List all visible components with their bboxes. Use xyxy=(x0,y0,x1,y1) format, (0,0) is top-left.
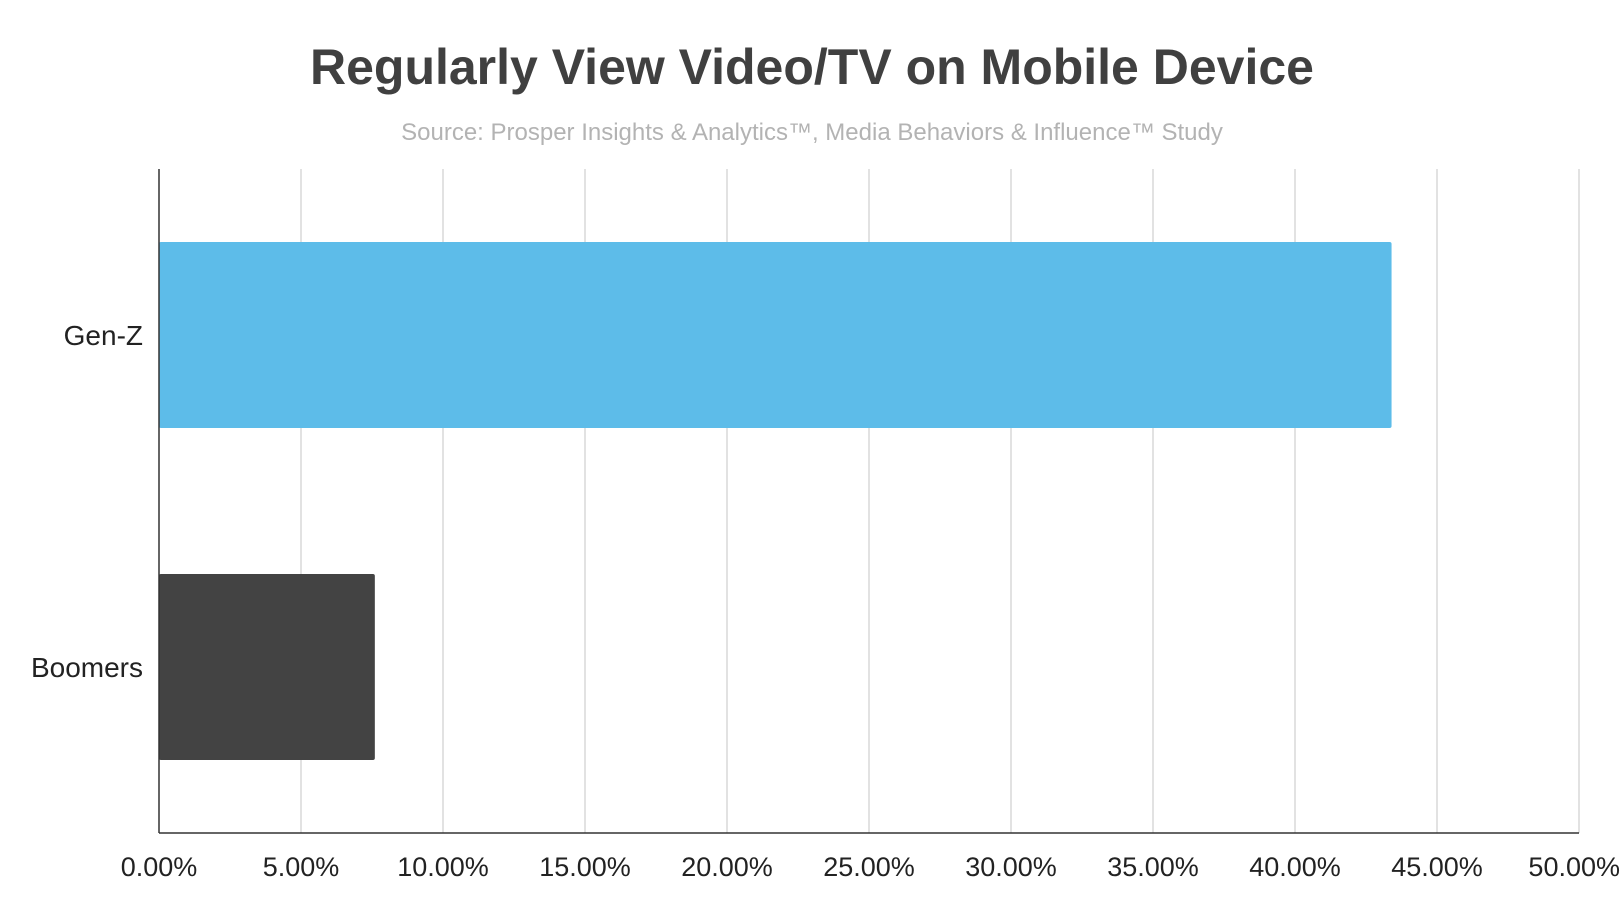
x-tick-label: 10.00% xyxy=(397,852,489,882)
x-tick-label: 15.00% xyxy=(539,852,631,882)
x-tick-label: 5.00% xyxy=(263,852,340,882)
x-tick-label: 0.00% xyxy=(121,852,198,882)
axis-labels: Gen-Z Boomers 0.00% 5.00% 10.00% 15.00% 20.00%… xyxy=(31,320,1620,882)
x-tick-label: 35.00% xyxy=(1107,852,1199,882)
x-tick-label: 40.00% xyxy=(1249,852,1341,882)
chart-title: Regularly View Video/TV on Mobile Device xyxy=(310,39,1314,95)
x-tick-label: 25.00% xyxy=(823,852,915,882)
bars xyxy=(159,242,1392,760)
chart-subtitle: Source: Prosper Insights & Analytics™, M… xyxy=(401,119,1223,146)
category-label: Boomers xyxy=(31,652,143,683)
x-tick-label: 50.00% xyxy=(1528,852,1620,882)
bar-gen-z xyxy=(159,242,1392,428)
x-tick-label: 30.00% xyxy=(965,852,1057,882)
x-tick-label: 45.00% xyxy=(1391,852,1483,882)
category-label: Gen-Z xyxy=(64,320,143,351)
x-tick-label: 20.00% xyxy=(681,852,773,882)
axes xyxy=(158,169,1579,834)
bar-boomers xyxy=(159,574,375,760)
